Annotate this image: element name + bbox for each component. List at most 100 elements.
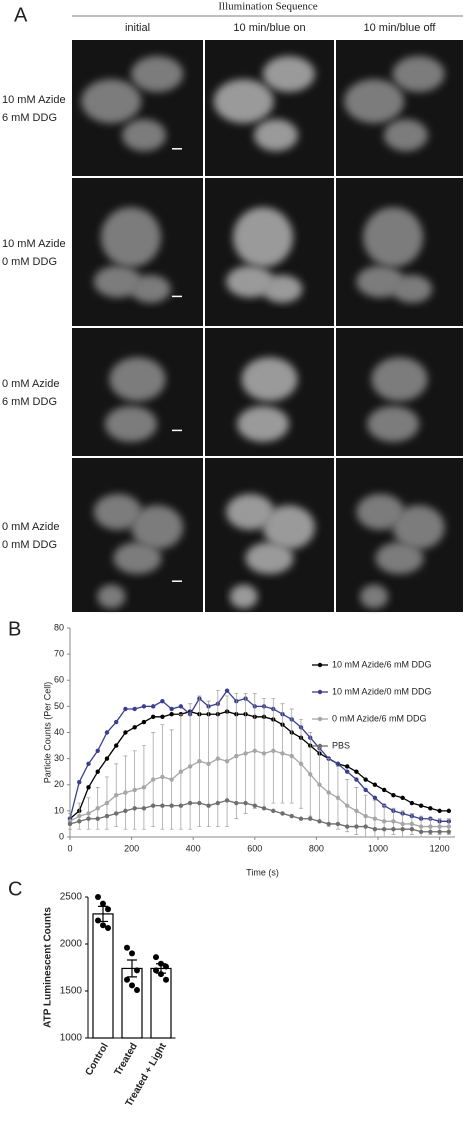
data-point <box>100 900 106 907</box>
data-point <box>129 982 135 989</box>
data-point <box>428 824 433 829</box>
data-point <box>317 819 322 824</box>
data-point <box>428 806 433 811</box>
data-point <box>197 759 202 764</box>
data-point <box>95 769 100 774</box>
cell <box>237 406 290 442</box>
panel-title: Illumination Sequence <box>218 1 317 13</box>
cell <box>245 542 294 575</box>
x-tick-label: Control <box>84 1041 111 1077</box>
data-point <box>363 777 368 782</box>
series-line <box>69 750 449 828</box>
data-point <box>86 785 91 790</box>
y-tick-label: 20 <box>54 779 64 789</box>
data-point <box>418 824 424 829</box>
data-point <box>409 826 415 832</box>
cell <box>367 406 420 442</box>
y-tick-label: 70 <box>54 649 64 659</box>
data-point <box>437 808 442 814</box>
data-point <box>446 808 452 814</box>
data-point <box>437 829 442 834</box>
data-point <box>100 922 106 929</box>
cell <box>81 79 142 124</box>
cell <box>122 119 167 152</box>
micrograph-grid <box>72 40 463 612</box>
data-point <box>104 813 110 819</box>
data-point <box>243 751 248 756</box>
data-point <box>317 782 322 787</box>
data-point <box>215 800 221 806</box>
cell <box>360 584 389 609</box>
data-point <box>381 787 387 793</box>
data-point <box>363 813 368 819</box>
series-line <box>69 799 449 833</box>
data-point <box>335 795 341 801</box>
data-point <box>114 811 119 816</box>
data-point <box>178 803 184 808</box>
data-point <box>134 987 140 994</box>
data-point <box>345 824 350 829</box>
cell <box>100 207 161 268</box>
data-point <box>271 808 276 814</box>
data-point <box>409 800 415 806</box>
data-point <box>124 944 130 951</box>
data-point <box>224 759 230 764</box>
series-line <box>69 710 449 820</box>
data-point <box>123 730 128 735</box>
y-axis-title: ATP Luminescent Counts <box>43 907 54 1028</box>
x-tick-label: Treated <box>113 1041 140 1077</box>
data-point <box>363 824 368 829</box>
panel-label: B <box>8 618 21 640</box>
cell <box>233 207 294 268</box>
y-tick-label: 80 <box>54 622 64 632</box>
x-tick-label: 400 <box>186 843 201 853</box>
legend-label: 10 mM Azide/0 mM DDG <box>332 686 432 696</box>
data-point <box>77 779 82 785</box>
data-point <box>114 793 119 798</box>
data-point <box>187 800 193 806</box>
data-point <box>123 790 128 795</box>
legend-label: 10 mM Azide/6 mM DDG <box>332 659 432 669</box>
data-point <box>280 811 285 816</box>
error-bar <box>127 959 137 978</box>
data-point <box>391 826 396 832</box>
data-point <box>150 803 156 808</box>
data-point <box>298 816 304 821</box>
data-point <box>372 826 378 832</box>
y-tick-label: 1000 <box>60 1033 83 1044</box>
data-point <box>428 829 433 834</box>
cell <box>344 79 405 124</box>
data-point <box>252 803 257 808</box>
data-point <box>224 798 230 803</box>
data-point <box>418 829 424 834</box>
data-point <box>197 800 202 806</box>
data-point <box>141 785 147 790</box>
x-axis-title: Time (s) <box>246 867 279 877</box>
data-point <box>153 954 159 961</box>
data-point <box>234 800 239 806</box>
legend-marker <box>317 662 323 668</box>
data-point <box>446 829 452 834</box>
data-point <box>141 806 147 811</box>
data-point <box>95 894 101 900</box>
data-point <box>206 761 211 767</box>
y-tick-label: 0 <box>59 831 64 841</box>
data-point <box>409 821 415 827</box>
legend-marker <box>317 743 323 749</box>
column-label: 10 min/blue on <box>233 22 305 34</box>
row-label: 0 mM Azide <box>2 521 59 533</box>
data-point <box>169 777 174 782</box>
data-point <box>169 712 174 717</box>
data-point <box>308 816 313 821</box>
data-point <box>437 824 442 829</box>
row-label: 0 mM DDG <box>2 256 57 268</box>
cell <box>363 207 424 268</box>
data-point <box>77 813 82 819</box>
cell <box>131 56 184 92</box>
x-tick-label: 800 <box>309 843 324 853</box>
x-tick-label: 600 <box>247 843 262 853</box>
data-point <box>132 706 137 712</box>
y-tick-label: 1500 <box>60 986 83 997</box>
data-point <box>418 803 424 808</box>
